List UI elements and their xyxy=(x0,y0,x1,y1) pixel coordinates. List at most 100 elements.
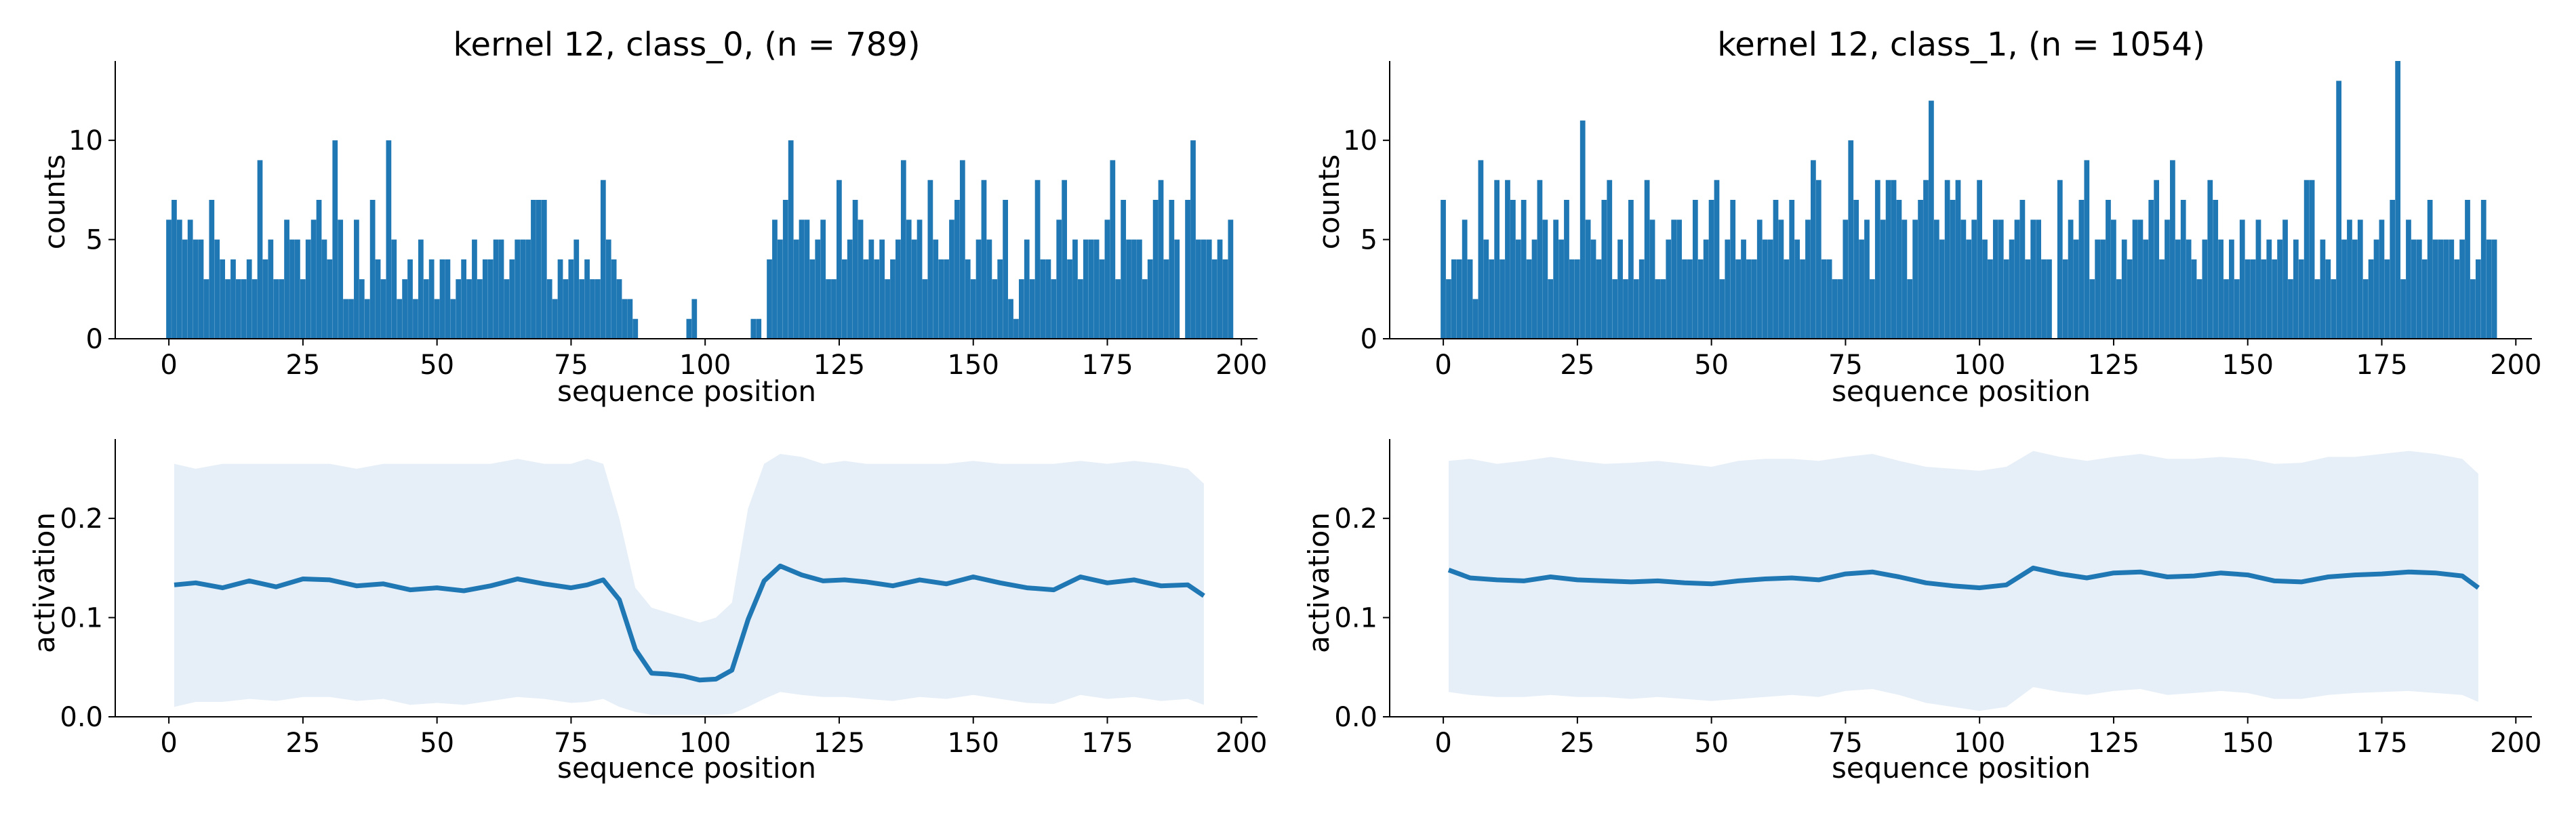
bar xyxy=(284,220,289,339)
bar xyxy=(1901,220,1908,339)
bar xyxy=(2352,239,2358,339)
bar xyxy=(1515,239,1521,339)
bar xyxy=(2443,239,2449,339)
bar xyxy=(2314,279,2320,339)
bar xyxy=(520,239,526,339)
bar xyxy=(1638,259,1645,339)
bar xyxy=(466,279,472,339)
x-tick-label: 150 xyxy=(948,350,999,381)
bar xyxy=(1596,259,1602,339)
bar xyxy=(750,318,757,339)
bar xyxy=(2003,259,2009,339)
bar xyxy=(2234,279,2240,339)
bar xyxy=(1944,180,1950,339)
bar xyxy=(1521,200,1527,339)
bar xyxy=(837,180,842,339)
bar xyxy=(1158,180,1164,339)
bar xyxy=(1896,200,1902,339)
bar xyxy=(1714,180,1720,339)
x-tick-label: 75 xyxy=(554,728,588,759)
bar xyxy=(1649,220,1655,339)
bar xyxy=(1666,239,1672,339)
bar xyxy=(767,259,772,339)
bar xyxy=(954,200,960,339)
bar xyxy=(1217,239,1223,339)
bar xyxy=(563,279,569,339)
bar xyxy=(279,279,285,339)
bar xyxy=(1104,220,1110,339)
bar xyxy=(504,279,510,339)
bar xyxy=(1864,220,1870,339)
bar xyxy=(316,200,322,339)
bar xyxy=(1472,299,1478,339)
bar xyxy=(1190,140,1196,339)
bar xyxy=(868,239,874,339)
bar xyxy=(917,220,923,339)
bar xyxy=(1174,239,1180,339)
bar xyxy=(1784,259,1790,339)
bar xyxy=(2057,180,2063,339)
bar xyxy=(858,220,864,339)
bar xyxy=(2368,259,2374,339)
bar xyxy=(1537,180,1543,339)
bar xyxy=(1446,279,1451,339)
bar xyxy=(1929,100,1934,339)
bar xyxy=(1992,220,1998,339)
x-tick-label: 125 xyxy=(2088,350,2139,381)
bar xyxy=(756,318,762,339)
bar xyxy=(2180,200,2186,339)
bar xyxy=(2127,259,2133,339)
bar xyxy=(938,259,944,339)
bar xyxy=(209,200,215,339)
bar xyxy=(1874,180,1880,339)
bar xyxy=(1708,200,1714,339)
bar xyxy=(220,259,226,339)
chart-title-class0: kernel 12, class_0, (n = 789) xyxy=(453,26,920,64)
bar xyxy=(1542,220,1548,339)
bar xyxy=(1821,259,1827,339)
x-tick-label: 175 xyxy=(1081,728,1133,759)
y-axis-label: counts xyxy=(38,154,71,249)
bar xyxy=(2196,279,2202,339)
bar xyxy=(911,239,917,339)
panel-activation-class0: sequence position activation 0 25 50 75 100 1… xyxy=(28,439,1267,785)
bar xyxy=(1088,239,1094,339)
bar xyxy=(890,259,895,339)
bar xyxy=(1142,279,1148,339)
bar xyxy=(348,299,354,339)
bar xyxy=(949,220,954,339)
bar xyxy=(1988,259,1993,339)
bar xyxy=(2019,200,2026,339)
bar xyxy=(1222,259,1228,339)
bar xyxy=(1077,279,1083,339)
bar xyxy=(2218,239,2223,339)
bar xyxy=(981,180,987,339)
bar xyxy=(2165,220,2170,339)
bar xyxy=(847,239,853,339)
bar xyxy=(1794,239,1800,339)
bar xyxy=(2073,239,2079,339)
mean-line xyxy=(1447,565,2480,591)
bar xyxy=(1018,279,1024,339)
bar xyxy=(386,140,392,339)
bar xyxy=(1500,259,1505,339)
y-tick-label: 10 xyxy=(68,125,103,157)
bar xyxy=(1998,220,2004,339)
bar xyxy=(2062,259,2068,339)
y-tick-label: 0 xyxy=(1361,324,1377,355)
bar xyxy=(273,279,279,339)
bar xyxy=(2223,279,2229,339)
bar xyxy=(1526,259,1532,339)
bar xyxy=(2213,200,2219,339)
bar xyxy=(1585,220,1591,339)
bar xyxy=(1843,220,1849,339)
bar xyxy=(1955,180,1961,339)
bar xyxy=(1918,200,1923,339)
bar xyxy=(573,239,580,339)
bar xyxy=(456,279,462,339)
bar xyxy=(493,239,499,339)
mean-line xyxy=(174,563,1205,683)
bar xyxy=(187,220,193,339)
bar xyxy=(1569,259,1575,339)
